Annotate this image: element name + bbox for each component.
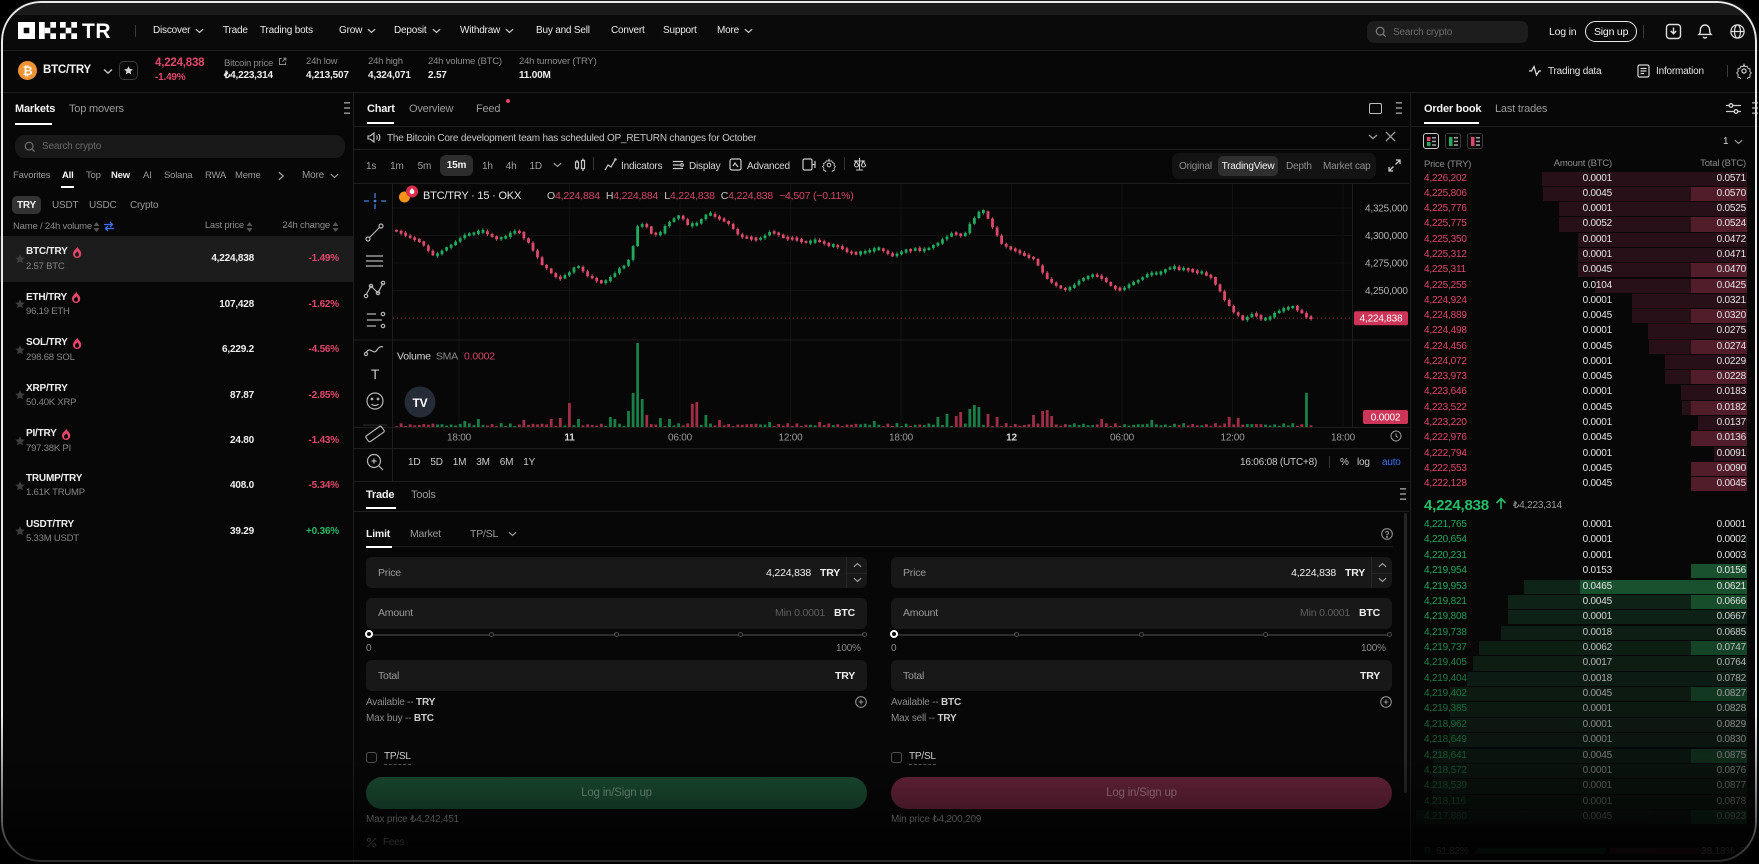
- svg-text:T: T: [371, 366, 380, 382]
- svg-text:BTC/TRY · 15 · OKX: BTC/TRY · 15 · OKX: [423, 190, 522, 202]
- svg-text:18:00: 18:00: [889, 433, 914, 444]
- svg-text:₿: ₿: [23, 64, 33, 78]
- svg-text:12:00: 12:00: [778, 433, 803, 444]
- svg-text:4,250,000: 4,250,000: [1365, 286, 1408, 297]
- svg-text:18:00: 18:00: [447, 433, 472, 444]
- svg-text:4,275,000: 4,275,000: [1365, 259, 1408, 270]
- svg-text:4,224,838: 4,224,838: [1360, 314, 1403, 325]
- svg-text:06:00: 06:00: [668, 433, 693, 444]
- svg-text:11: 11: [564, 433, 575, 444]
- svg-text:4,300,000: 4,300,000: [1365, 231, 1408, 242]
- svg-text:06:00: 06:00: [1110, 433, 1135, 444]
- svg-text:TV: TV: [413, 396, 428, 410]
- svg-text:12: 12: [1006, 433, 1017, 444]
- svg-text:4,325,000: 4,325,000: [1365, 204, 1408, 215]
- svg-text:12:00: 12:00: [1220, 433, 1245, 444]
- svg-text:0.0002: 0.0002: [1371, 413, 1401, 424]
- svg-text:18:00: 18:00: [1331, 433, 1356, 444]
- svg-text:TR: TR: [82, 22, 111, 40]
